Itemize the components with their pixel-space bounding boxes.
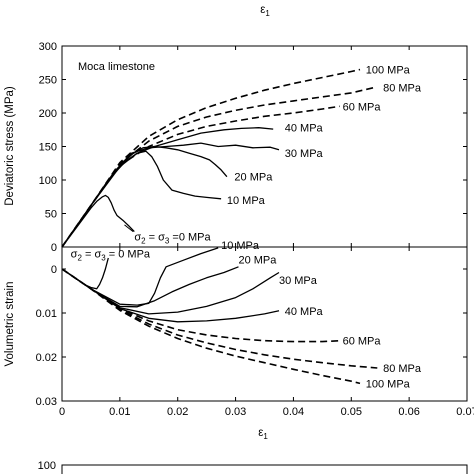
stress-series-label-5: 60 MPa — [343, 101, 382, 113]
third-plot-frame — [61, 464, 468, 474]
stress-y-tick-label: 100 — [39, 175, 57, 187]
stress-series — [61, 68, 375, 248]
volumetric-series-label-4: 40 MPa — [285, 306, 324, 318]
volumetric-series-label-2: 20 MPa — [238, 254, 277, 266]
top-xlabel: ε1 — [260, 4, 270, 18]
volumetric-series-line-4 — [61, 268, 280, 323]
volumetric-y-ticks: 0 0.01 0.02 0.03 — [36, 264, 467, 408]
third-y-tick-label: 100 — [38, 460, 56, 472]
stress-y-tick-label: 250 — [39, 75, 57, 87]
stress-y-tick-label: 150 — [39, 142, 57, 154]
stress-panel: Deviatoric stress (MPa) Moca limestone 0… — [4, 41, 468, 254]
volumetric-x-ticks: 0 0.01 0.02 0.03 0.04 0.05 0.06 0.07 — [59, 247, 474, 418]
stress-y-tick-label: 200 — [39, 108, 57, 120]
volumetric-x-tick-label: 0.07 — [456, 406, 474, 418]
volumetric-x-tick-label: 0.06 — [398, 406, 419, 418]
stress-label-connector — [124, 224, 134, 232]
volumetric-y-tick-label: 0 — [51, 264, 57, 276]
stress-series-label-0: σ2 = σ3 =0 MPa — [134, 231, 211, 245]
stress-series-label-6: 80 MPa — [383, 83, 422, 95]
stress-series-labels: σ2 = σ3 =0 MPa 10 MPa 20 MPa 30 MPa 40 MPa 60… — [124, 64, 422, 245]
volumetric-x-tick-label: 0.05 — [341, 406, 362, 418]
volumetric-series-label-3: 30 MPa — [279, 275, 318, 287]
volumetric-x-tick-label: 0.01 — [109, 406, 130, 418]
volumetric-x-tick-label: 0.02 — [167, 406, 188, 418]
volumetric-series-line-7 — [61, 268, 361, 385]
stress-series-label-4: 40 MPa — [285, 123, 324, 135]
volumetric-plot-frame — [61, 246, 468, 402]
stress-y-tick-label: 0 — [51, 242, 57, 254]
volumetric-panel: Volumetric strain 0 0.01 0.02 0.03 0 0.01 0.0… — [4, 240, 474, 441]
volumetric-y-tick-label: 0.03 — [36, 396, 57, 408]
volumetric-series — [61, 247, 378, 385]
volumetric-series-label-7: 100 MPa — [366, 378, 411, 390]
stress-annotation-title: Moca limestone — [78, 61, 155, 73]
stress-series-line-7 — [61, 68, 361, 248]
stress-y-tick-label: 50 — [45, 209, 57, 221]
stress-series-label-7: 100 MPa — [366, 64, 411, 76]
volumetric-series-line-1 — [61, 247, 219, 306]
stress-ylabel: Deviatoric stress (MPa) — [4, 86, 16, 206]
volumetric-ylabel: Volumetric strain — [4, 281, 16, 366]
volumetric-series-line-6 — [61, 268, 378, 369]
volumetric-series-label-1: 10 MPa — [221, 240, 260, 252]
volumetric-x-tick-label: 0.03 — [225, 406, 246, 418]
volumetric-y-tick-label: 0.01 — [36, 308, 57, 320]
volumetric-series-label-5: 60 MPa — [343, 336, 382, 348]
third-panel: 100 — [38, 460, 468, 474]
stress-y-ticks: 0 50 100 150 200 250 300 — [39, 41, 468, 254]
stress-series-line-0 — [61, 194, 135, 248]
volumetric-y-tick-label: 0.02 — [36, 352, 57, 364]
volumetric-series-label-0: σ2 = σ3 = 0 MPa — [71, 249, 151, 263]
volumetric-x-tick-label: 0 — [59, 406, 65, 418]
stress-series-label-1: 10 MPa — [227, 195, 266, 207]
volumetric-xlabel: ε1 — [258, 427, 268, 441]
stress-y-tick-label: 300 — [39, 41, 57, 53]
stress-series-label-2: 20 MPa — [234, 172, 273, 184]
volumetric-x-tick-label: 0.04 — [283, 406, 304, 418]
stress-series-label-3: 30 MPa — [285, 148, 324, 160]
volumetric-series-label-6: 80 MPa — [383, 363, 422, 375]
